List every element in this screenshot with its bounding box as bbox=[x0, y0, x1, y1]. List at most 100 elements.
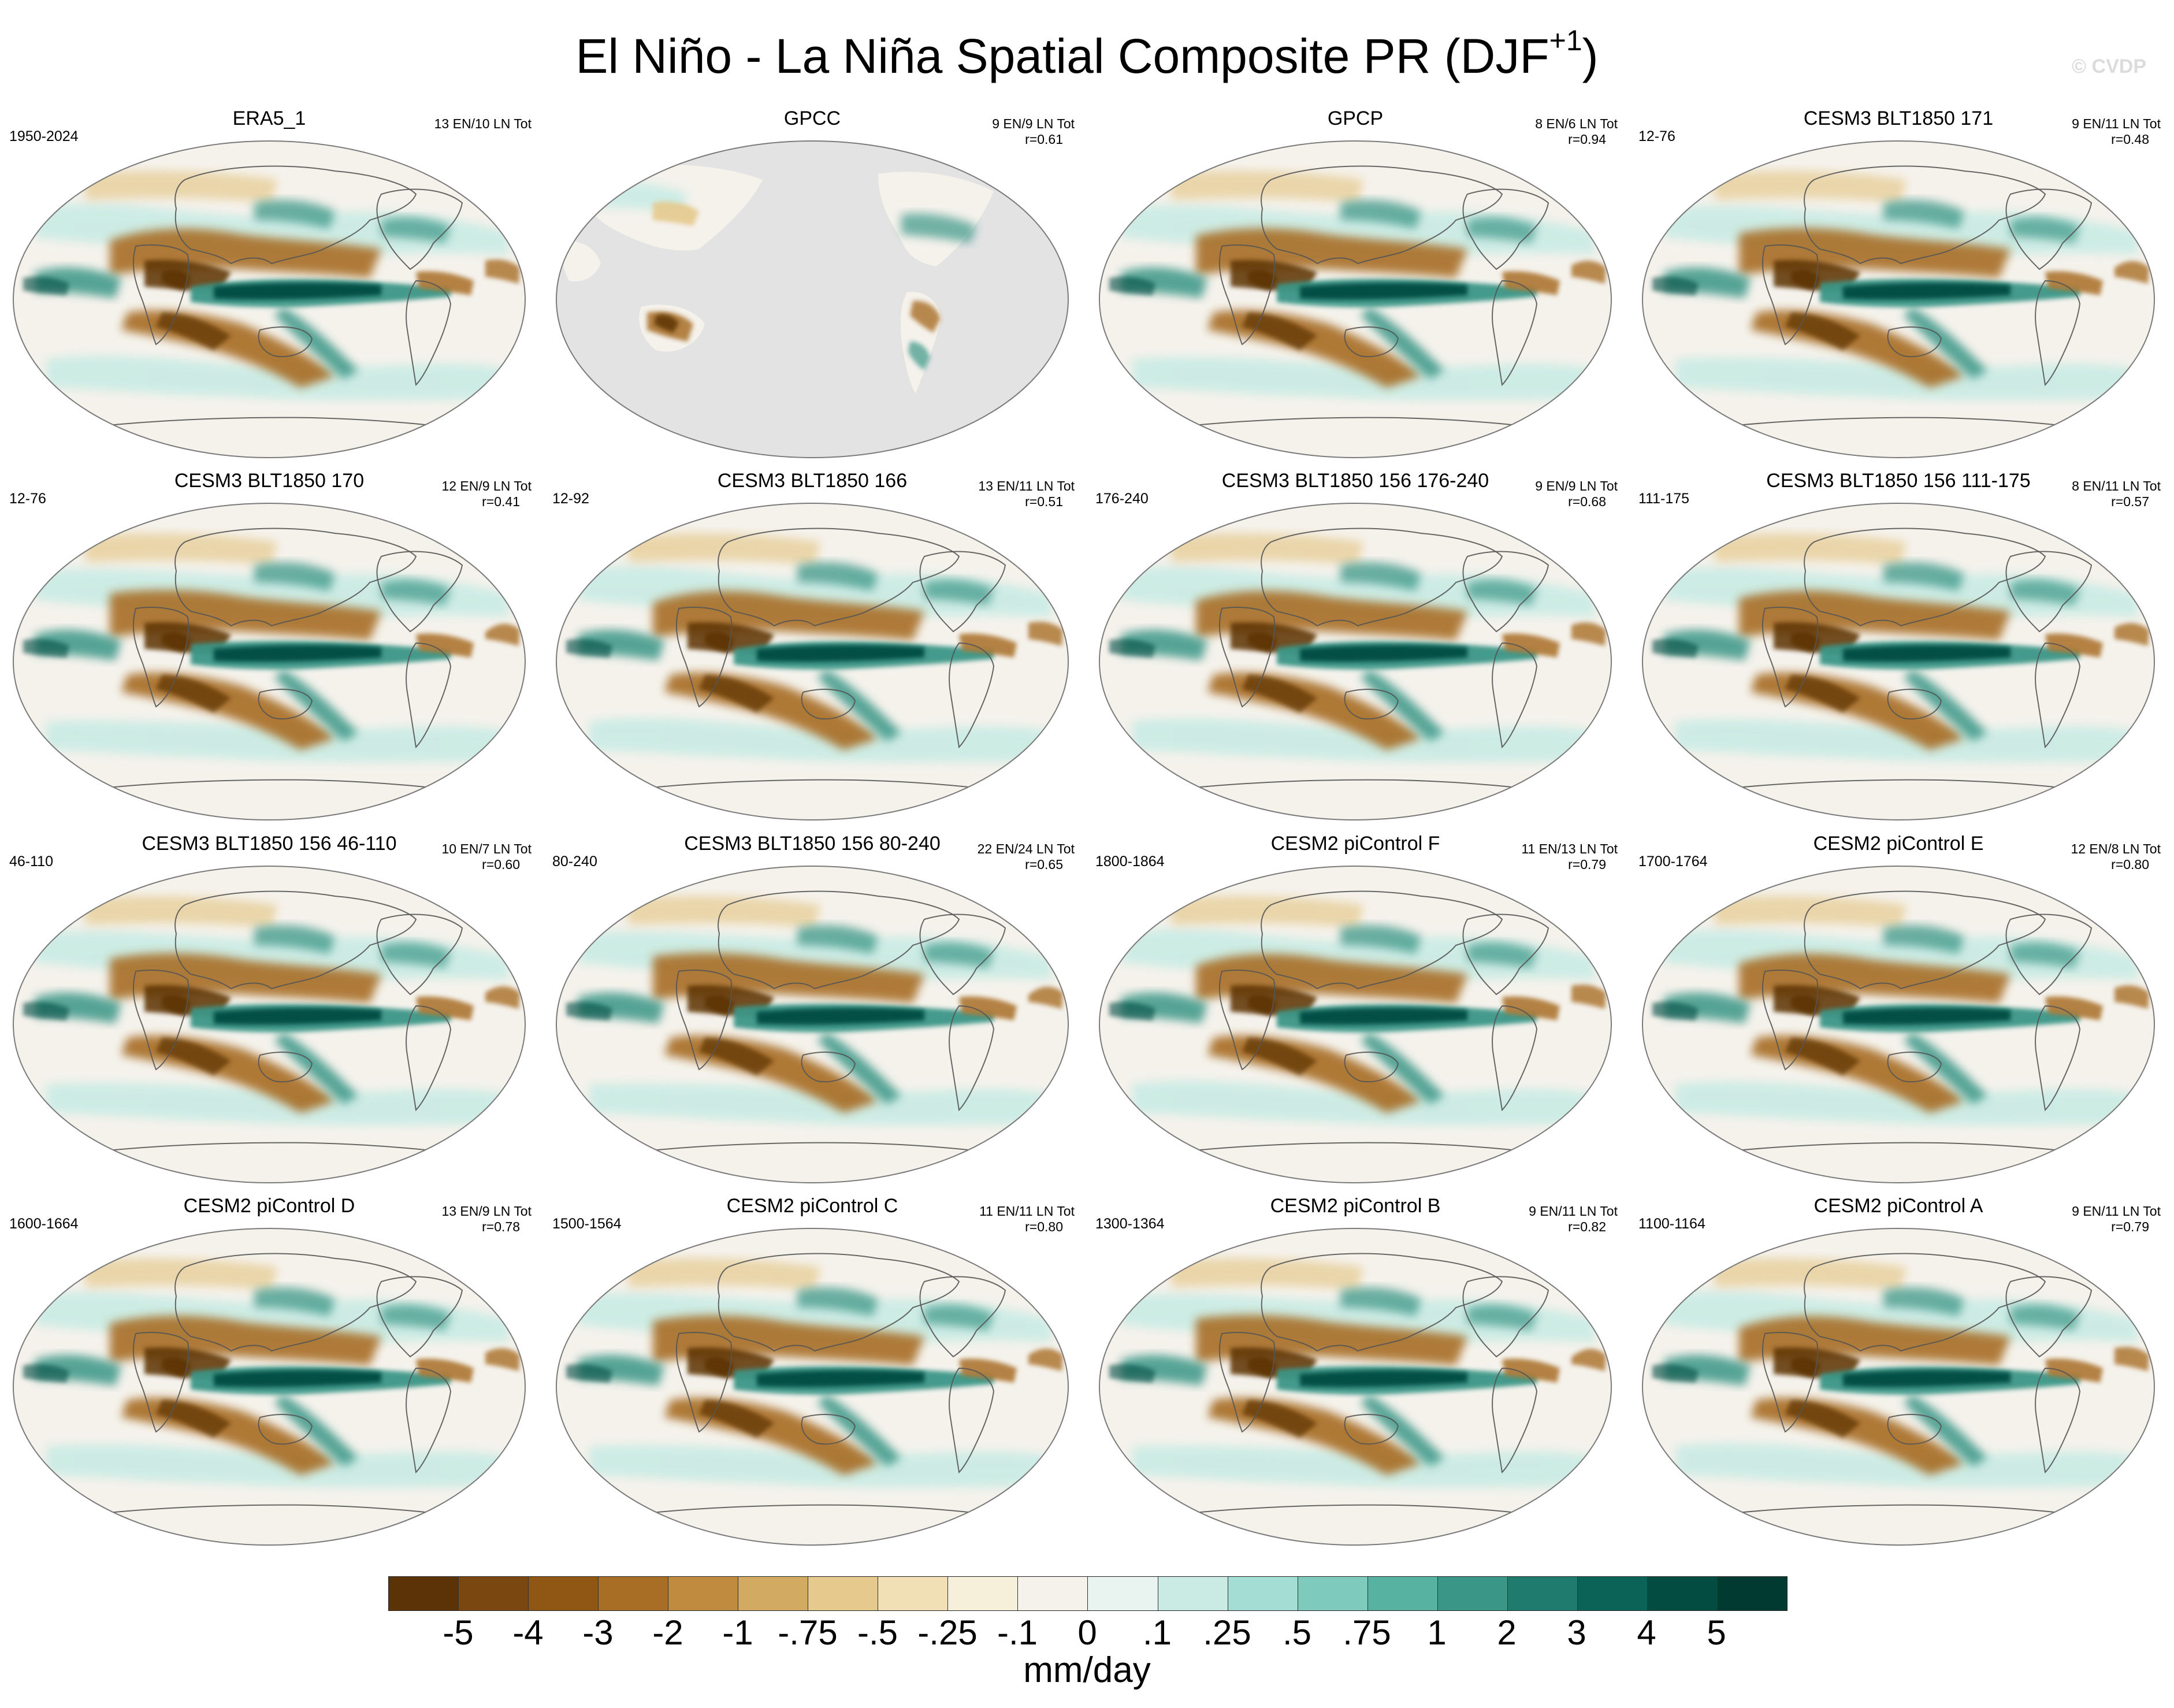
event-count: 9 EN/9 LN Tot bbox=[1535, 478, 1618, 493]
panel-stats: 9 EN/11 LN Tot r=0.48 bbox=[2072, 116, 2161, 147]
colorbar bbox=[388, 1576, 1787, 1611]
event-count: 13 EN/9 LN Tot bbox=[441, 1204, 532, 1219]
composite-map bbox=[13, 866, 526, 1183]
colorbar-cell bbox=[808, 1577, 879, 1610]
panel-title: CESM3 BLT1850 156 176-240 bbox=[1221, 470, 1489, 492]
event-count: 22 EN/24 LN Tot bbox=[977, 841, 1075, 856]
map-panel: CESM3 BLT1850 166 12-92 13 EN/11 LN Tot r=0… bbox=[543, 469, 1082, 825]
event-count: 9 EN/11 LN Tot bbox=[1529, 1204, 1618, 1219]
event-count: 9 EN/9 LN Tot bbox=[992, 116, 1075, 131]
watermark: © CVDP bbox=[2072, 55, 2146, 77]
panel-period: 12-92 bbox=[552, 491, 589, 507]
panel-title: CESM2 piControl E bbox=[1813, 833, 1984, 855]
composite-map bbox=[1642, 1228, 2155, 1546]
panel-stats: 12 EN/9 LN Tot r=0.41 bbox=[441, 478, 532, 510]
colorbar-cell bbox=[1298, 1577, 1368, 1610]
pattern-correlation: r=0.94 bbox=[1568, 132, 1606, 147]
colorbar-tick-label: -1 bbox=[722, 1613, 753, 1652]
panel-period: 1800-1864 bbox=[1095, 853, 1165, 870]
pattern-correlation: r=0.79 bbox=[2111, 1219, 2149, 1234]
composite-map bbox=[1642, 503, 2155, 820]
pattern-correlation: r=0.79 bbox=[1568, 857, 1606, 872]
event-count: 11 EN/13 LN Tot bbox=[1521, 841, 1618, 856]
pattern-correlation: r=0.65 bbox=[1025, 857, 1063, 872]
pattern-correlation: r=0.48 bbox=[2111, 132, 2149, 147]
panel-period: 176-240 bbox=[1095, 491, 1149, 507]
pattern-correlation: r=0.82 bbox=[1568, 1219, 1606, 1234]
colorbar-tick-label: -.75 bbox=[778, 1613, 838, 1652]
event-count: 8 EN/6 LN Tot bbox=[1535, 116, 1618, 131]
composite-map bbox=[556, 1228, 1069, 1546]
colorbar-tick-label: -5 bbox=[443, 1613, 474, 1652]
colorbar-tick-label: .5 bbox=[1282, 1613, 1312, 1652]
composite-map bbox=[556, 140, 1069, 458]
panel-title: CESM3 BLT1850 156 46-110 bbox=[142, 833, 397, 855]
event-count: 10 EN/7 LN Tot bbox=[441, 841, 532, 856]
colorbar-cell bbox=[1647, 1577, 1718, 1610]
event-count: 13 EN/10 LN Tot bbox=[434, 116, 532, 131]
panel-period: 1300-1364 bbox=[1095, 1216, 1165, 1232]
composite-map bbox=[556, 503, 1069, 820]
colorbar-cell bbox=[599, 1577, 669, 1610]
pattern-correlation: r=0.78 bbox=[482, 1219, 520, 1234]
pattern-correlation: r=0.60 bbox=[482, 857, 520, 872]
map-panel: CESM2 piControl A 1100-1164 9 EN/11 LN Tot… bbox=[1629, 1194, 2168, 1550]
colorbar-tick-label: -.5 bbox=[857, 1613, 898, 1652]
composite-map bbox=[13, 140, 526, 458]
panel-period: 12-76 bbox=[1638, 128, 1675, 144]
event-count: 9 EN/11 LN Tot bbox=[2072, 116, 2161, 131]
composite-map bbox=[13, 503, 526, 820]
pattern-correlation: r=0.57 bbox=[2111, 494, 2149, 509]
panel-stats: 10 EN/7 LN Tot r=0.60 bbox=[441, 841, 532, 872]
colorbar-tick-label: 3 bbox=[1567, 1613, 1586, 1652]
panel-title: CESM2 piControl B bbox=[1270, 1195, 1441, 1217]
colorbar-tick-label: -3 bbox=[582, 1613, 614, 1652]
panel-stats: 9 EN/9 LN Tot r=0.61 bbox=[992, 116, 1075, 147]
composite-map bbox=[1642, 140, 2155, 458]
colorbar-tick-label: .1 bbox=[1142, 1613, 1172, 1652]
colorbar-tick-label: 0 bbox=[1077, 1613, 1097, 1652]
colorbar-units: mm/day bbox=[1023, 1650, 1151, 1690]
composite-map bbox=[1099, 1228, 1612, 1546]
map-panel: CESM2 piControl F 1800-1864 11 EN/13 LN To… bbox=[1086, 832, 1625, 1187]
event-count: 12 EN/9 LN Tot bbox=[441, 478, 532, 493]
panel-period: 46-110 bbox=[9, 853, 53, 870]
map-panel: ERA5_1 1950-2024 13 EN/10 LN Tot bbox=[0, 107, 538, 462]
colorbar-cell bbox=[1228, 1577, 1298, 1610]
panel-title: CESM2 piControl D bbox=[183, 1195, 355, 1217]
event-count: 12 EN/8 LN Tot bbox=[2071, 841, 2161, 856]
colorbar-cell bbox=[1158, 1577, 1228, 1610]
colorbar-tick-label: -.1 bbox=[997, 1613, 1038, 1652]
colorbar-tick-label: 5 bbox=[1707, 1613, 1726, 1652]
colorbar-cell bbox=[1717, 1577, 1787, 1610]
panel-stats: 11 EN/13 LN Tot r=0.79 bbox=[1521, 841, 1618, 872]
map-panel: CESM3 BLT1850 170 12-76 12 EN/9 LN Tot r=0.… bbox=[0, 469, 538, 825]
panel-title: CESM3 BLT1850 170 bbox=[174, 470, 365, 492]
colorbar-cell bbox=[1018, 1577, 1088, 1610]
panel-stats: 12 EN/8 LN Tot r=0.80 bbox=[2071, 841, 2161, 872]
colorbar-tick-label: .25 bbox=[1203, 1613, 1251, 1652]
panel-period: 1100-1164 bbox=[1638, 1216, 1705, 1232]
colorbar-cell bbox=[529, 1577, 599, 1610]
event-count: 9 EN/11 LN Tot bbox=[2072, 1204, 2161, 1219]
composite-map bbox=[1099, 140, 1612, 458]
panel-title: CESM3 BLT1850 156 111-175 bbox=[1766, 470, 2031, 492]
map-panel: CESM3 BLT1850 156 111-175 111-175 8 EN/11 … bbox=[1629, 469, 2168, 825]
map-panel: GPCC 9 EN/9 LN Tot r=0.61 bbox=[543, 107, 1082, 462]
event-count: 11 EN/11 LN Tot bbox=[979, 1204, 1075, 1219]
colorbar-cell bbox=[878, 1577, 949, 1610]
panel-title: GPCP bbox=[1327, 107, 1384, 129]
map-panel: CESM2 piControl D 1600-1664 13 EN/9 LN Tot… bbox=[0, 1194, 538, 1550]
colorbar-tick-label: -2 bbox=[652, 1613, 683, 1652]
colorbar-tick-label: 2 bbox=[1497, 1613, 1517, 1652]
colorbar-cell bbox=[1437, 1577, 1508, 1610]
panel-title: CESM3 BLT1850 156 80-240 bbox=[684, 833, 941, 855]
colorbar-cell bbox=[948, 1577, 1019, 1610]
colorbar-tick-label: 1 bbox=[1427, 1613, 1447, 1652]
colorbar-tick-label: -.25 bbox=[917, 1613, 978, 1652]
colorbar-cell bbox=[1577, 1577, 1648, 1610]
figure-title: El Niño - La Niña Spatial Composite PR (… bbox=[575, 24, 1599, 83]
colorbar-cell bbox=[668, 1577, 739, 1610]
colorbar-cell bbox=[459, 1577, 529, 1610]
panel-title: GPCC bbox=[783, 107, 841, 129]
